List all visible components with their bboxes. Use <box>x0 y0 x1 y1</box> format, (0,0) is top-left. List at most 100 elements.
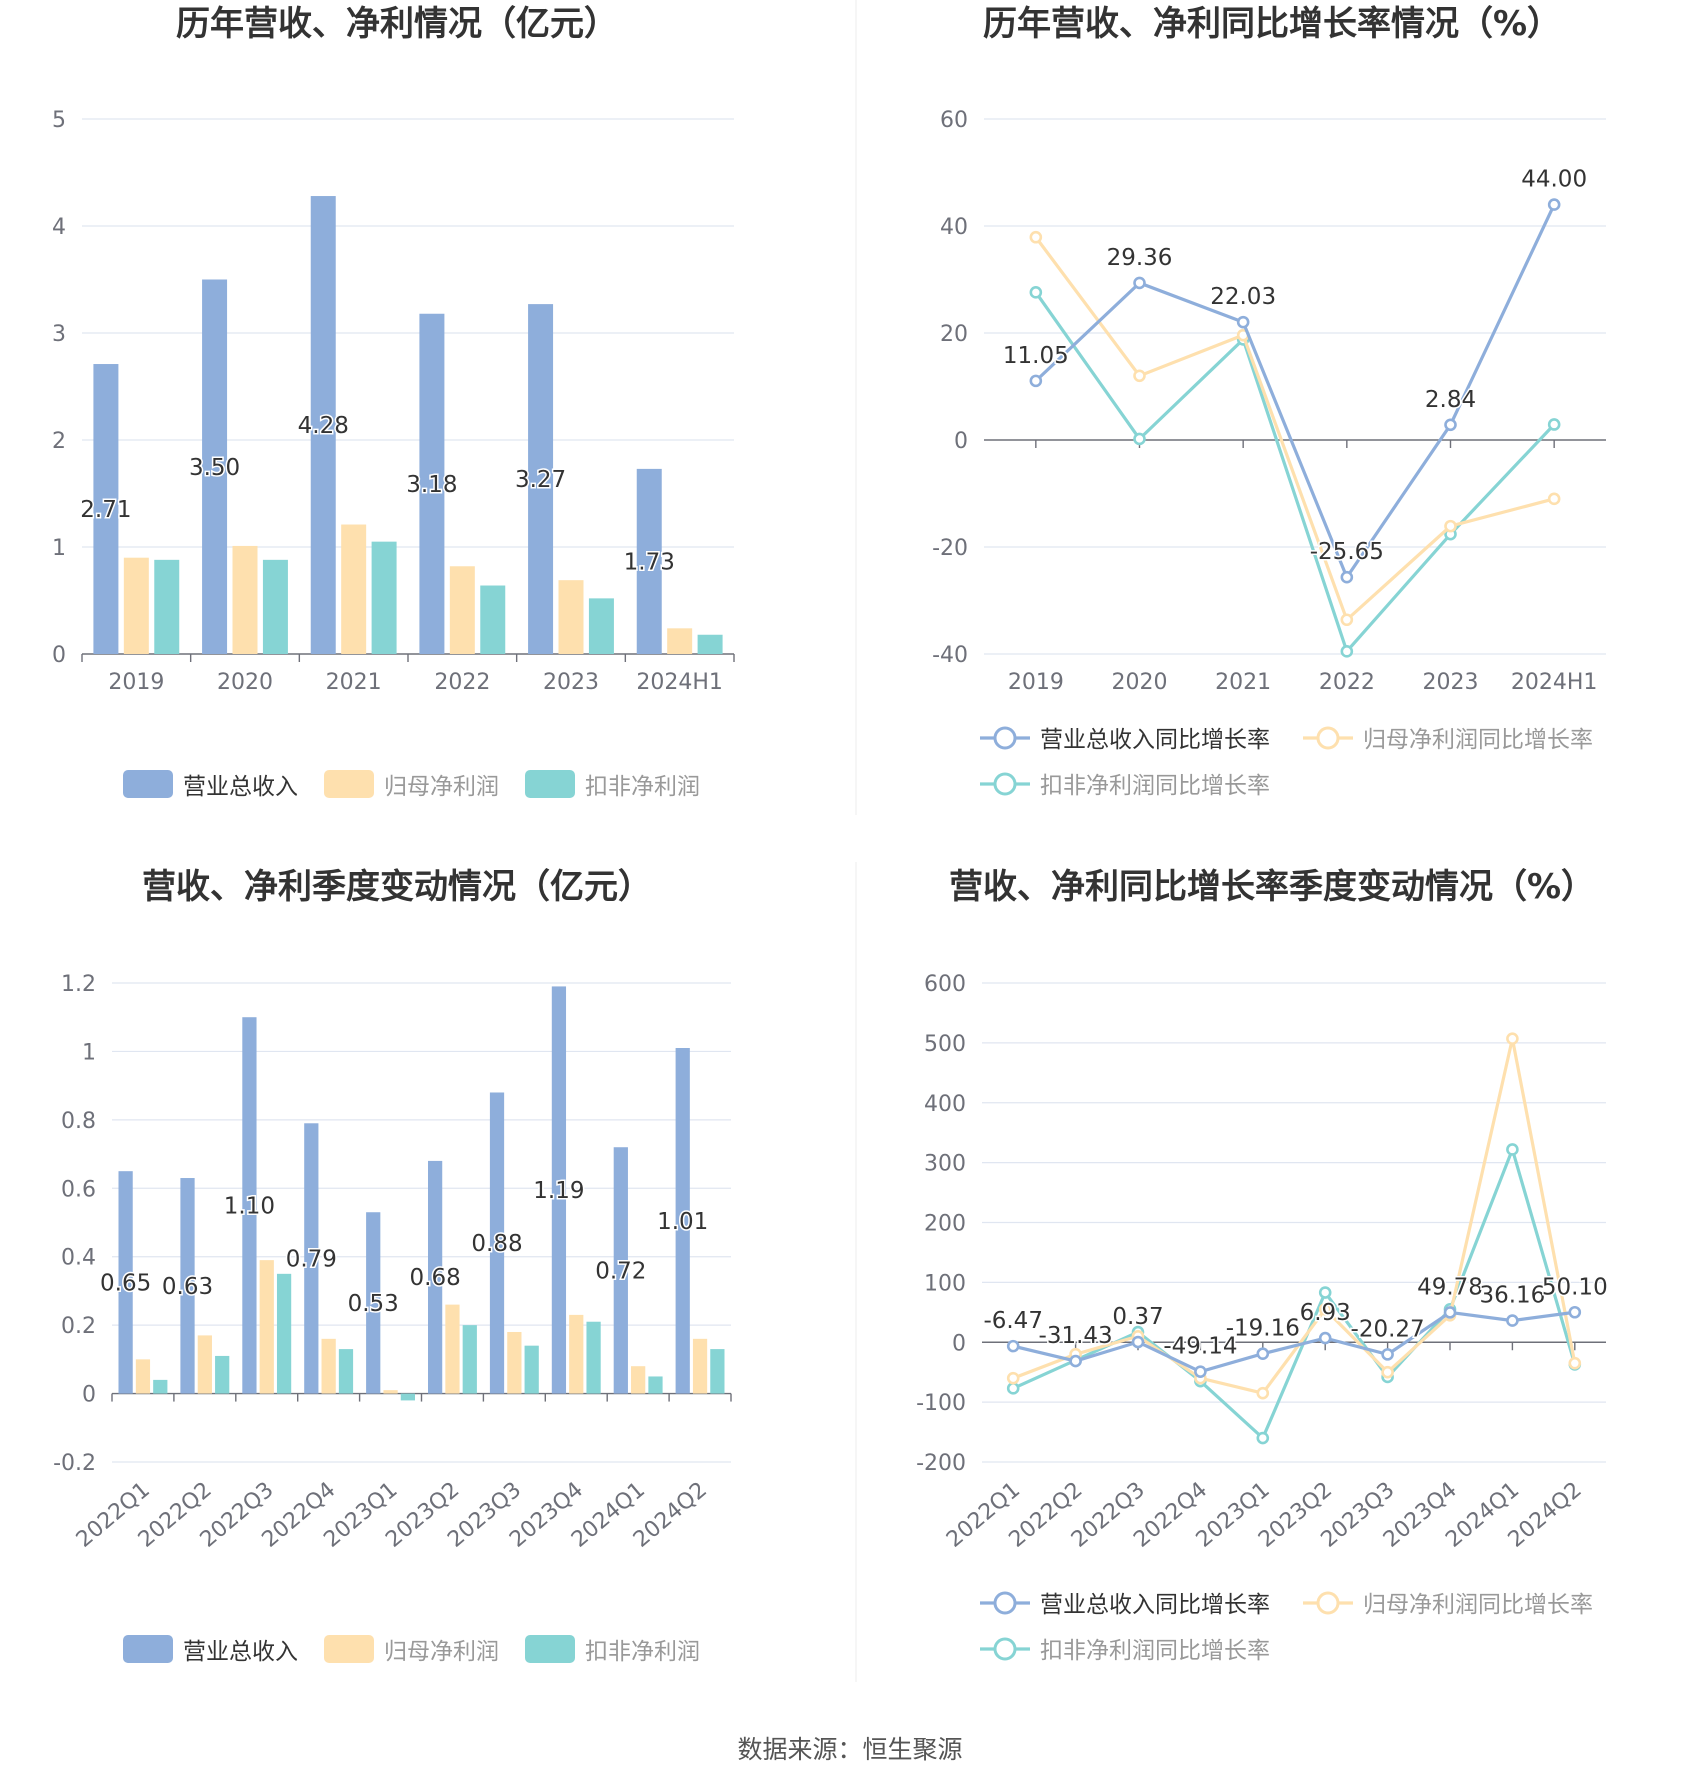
data-label: 1.73 <box>624 549 675 575</box>
bar-归母净利润 <box>135 1359 151 1394</box>
bar-扣非净利润 <box>371 541 397 654</box>
bar-归母净利润 <box>692 1338 708 1394</box>
y-tick-label: -100 <box>916 1391 966 1416</box>
point-归母净利润同比增长率 <box>1006 1371 1020 1385</box>
chart-title: 营收、净利同比增长率季度变动情况（%） <box>949 867 1595 907</box>
y-tick-label: 0 <box>52 643 66 668</box>
legend-swatch <box>525 1635 575 1663</box>
y-tick-label: 4 <box>52 215 66 240</box>
point-归母净利润同比增长率 <box>1318 1303 1332 1316</box>
bar-扣非净利润 <box>215 1355 230 1394</box>
legend-item: 营业总收入同比增长率 <box>980 1591 1270 1618</box>
point-归母净利润同比增长率 <box>1340 613 1354 627</box>
y-tick-label: 1.2 <box>61 972 96 997</box>
y-tick-label: 40 <box>940 215 968 240</box>
data-label: 1.01 <box>657 1209 708 1235</box>
y-tick-label: 0.2 <box>61 1314 96 1339</box>
bar-归母净利润 <box>631 1366 646 1394</box>
y-tick-label: 1 <box>52 536 66 561</box>
legend-label: 扣非净利润 <box>585 774 700 800</box>
legend-swatch <box>525 770 575 798</box>
legend-marker <box>993 772 1017 796</box>
chart-quarterly-growth: 营收、净利同比增长率季度变动情况（%） -200 -100 0 100 200 300 400… <box>916 867 1609 1664</box>
bar-营业总收入 <box>613 1147 628 1394</box>
legend-item: 营业总收入同比增长率 <box>980 726 1270 753</box>
point-归母净利润同比增长率 <box>1133 369 1146 383</box>
y-tick-label: 400 <box>924 1092 966 1117</box>
point-归母净利润同比增长率 <box>1444 519 1457 533</box>
bar-归母净利润 <box>383 1390 398 1394</box>
chart-title: 历年营收、净利同比增长率情况（%） <box>983 4 1561 44</box>
bar-归母净利润 <box>321 1338 336 1394</box>
legend-label: 扣非净利润 <box>585 1639 700 1665</box>
point-营业总收入同比增长率 <box>1340 570 1354 584</box>
point-扣非净利润同比增长率 <box>1547 418 1561 431</box>
legend-label: 营业总收入 <box>183 1639 298 1665</box>
legend-item: 扣非净利润 <box>525 770 700 800</box>
y-tick-label: 2 <box>52 429 66 454</box>
point-营业总收入同比增长率 <box>1256 1347 1270 1361</box>
point-营业总收入同比增长率 <box>1444 418 1457 432</box>
point-营业总收入同比增长率 <box>1381 1348 1394 1361</box>
x-tick-label: 2024H1 <box>636 670 723 695</box>
data-label: 2.71 <box>80 497 131 523</box>
chart-annual-bars: 历年营收、净利情况（亿元） 0 1 2 3 4 5 2019 2020 2021 2022 2023 2… <box>52 4 735 800</box>
bar-归母净利润 <box>667 628 693 654</box>
bar-营业总收入 <box>419 313 445 654</box>
data-label: -20.27 <box>1351 1316 1425 1342</box>
data-label: 0.68 <box>410 1265 461 1291</box>
data-label: -49.14 <box>1163 1334 1237 1360</box>
bar-扣非净利润 <box>524 1345 539 1394</box>
point-归母净利润同比增长率 <box>1506 1032 1519 1045</box>
line-归母净利润同比增长率 <box>1034 236 1555 623</box>
chart-title: 营收、净利季度变动情况（亿元） <box>142 867 652 907</box>
data-label: 29.36 <box>1107 245 1173 271</box>
data-label: 6.93 <box>1300 1300 1351 1326</box>
bar-扣非净利润 <box>462 1325 477 1394</box>
data-label: 3.27 <box>515 467 566 493</box>
bar-扣非净利润 <box>648 1376 663 1394</box>
point-营业总收入同比增长率 <box>1547 198 1561 211</box>
legend-item: 归母净利润同比增长率 <box>1303 726 1593 753</box>
line-营业总收入同比增长率 <box>1034 203 1556 581</box>
data-label: 3.50 <box>189 455 240 481</box>
y-tick-label: 0.4 <box>61 1246 96 1271</box>
legend-label: 营业总收入 <box>183 774 298 800</box>
point-扣非净利润同比增长率 <box>1340 645 1354 658</box>
data-label: 1.19 <box>533 1178 584 1204</box>
x-tick-label: 2019 <box>1008 670 1064 695</box>
point-归母净利润同比增长率 <box>1256 1386 1270 1400</box>
line-营业总收入同比增长率 <box>1012 1310 1576 1374</box>
y-tick-label: 100 <box>924 1271 966 1296</box>
chart-quarterly-bars: 营收、净利季度变动情况（亿元）-0.200.20.40.60.811.22022… <box>53 867 732 1665</box>
y-tick-label: 5 <box>52 108 66 133</box>
point-营业总收入同比增长率 <box>1443 1306 1457 1319</box>
data-label: 0.63 <box>162 1274 213 1300</box>
bar-归母净利润 <box>259 1260 274 1394</box>
data-label: 0.53 <box>348 1291 399 1317</box>
legend-swatch <box>324 1635 374 1663</box>
point-扣非净利润同比增长率 <box>1318 1286 1332 1299</box>
legend-marker <box>1316 1591 1340 1615</box>
y-tick-label: 60 <box>940 108 968 133</box>
bar-营业总收入 <box>551 986 567 1394</box>
bar-扣非净利润 <box>710 1349 725 1394</box>
chart-title: 历年营收、净利情况（亿元） <box>176 4 618 44</box>
data-label: 50.10 <box>1542 1274 1608 1300</box>
legend-item: 归母净利润 <box>324 1635 499 1665</box>
data-label: 22.03 <box>1210 284 1276 310</box>
point-营业总收入同比增长率 <box>1006 1339 1020 1353</box>
legend-label: 扣非净利润同比增长率 <box>1040 773 1270 799</box>
y-tick-label: 0.8 <box>61 1109 96 1134</box>
y-tick-label: 600 <box>924 972 966 997</box>
data-label: -19.16 <box>1226 1316 1300 1342</box>
x-tick-label: 2022 <box>434 670 490 695</box>
bar-扣非净利润 <box>338 1349 354 1394</box>
y-tick-label: 0 <box>82 1383 96 1408</box>
x-tick-label: 2021 <box>326 670 382 695</box>
y-tick-label: 0.6 <box>61 1177 96 1202</box>
y-tick-label: -20 <box>932 536 968 561</box>
bar-归母净利润 <box>123 557 149 654</box>
data-label: 0.72 <box>595 1258 646 1284</box>
bar-归母净利润 <box>232 545 258 654</box>
